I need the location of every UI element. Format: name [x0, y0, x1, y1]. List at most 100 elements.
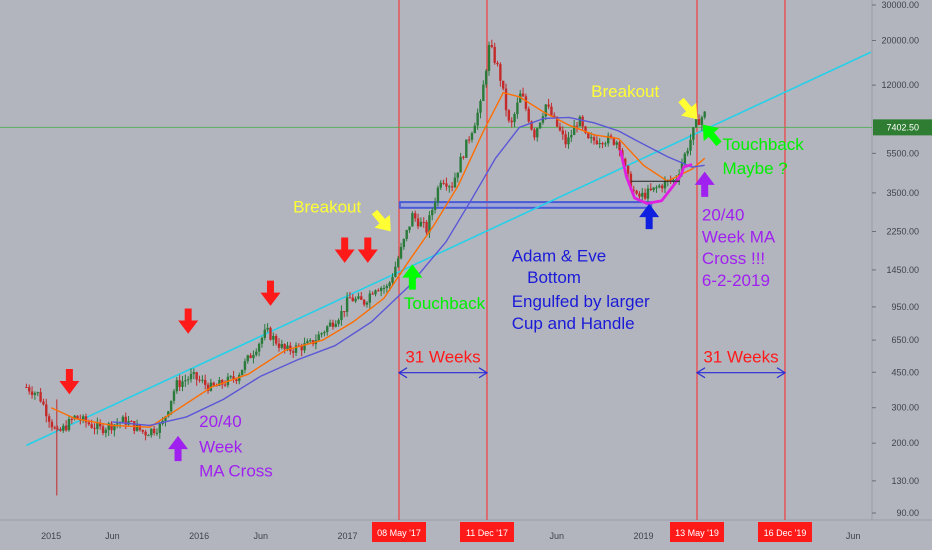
y-axis-ticks: 30000.00 20000.00 12000.00 5500.00 3500.00 22… [872, 0, 919, 518]
candle-body [396, 258, 400, 267]
candle-body [521, 93, 525, 97]
candle-body [564, 134, 567, 145]
candle-body [422, 221, 425, 223]
candle-body [229, 376, 232, 378]
signal-arrow-down-right [678, 97, 698, 120]
span-arrowhead-right [776, 367, 787, 379]
candles [25, 39, 706, 496]
candle-body [263, 329, 266, 339]
annotation-text: 6-2-2019 [702, 271, 770, 290]
candle-body [232, 376, 235, 380]
candle-body [36, 392, 39, 394]
candle-body [283, 344, 286, 350]
candle-body [589, 137, 593, 139]
annotation-text: MA Cross [199, 461, 273, 480]
support-zone [398, 201, 653, 209]
candle-body [266, 327, 269, 330]
candle-body [348, 297, 352, 299]
candle-body [388, 282, 391, 287]
candle-body [553, 115, 556, 117]
candle-body [493, 46, 496, 63]
annotation-text: 20/40 [702, 206, 745, 225]
candle-body [694, 119, 698, 128]
candle-body [360, 296, 363, 300]
candle-body [73, 415, 76, 420]
candle-body [218, 380, 221, 386]
date-marker-badge-bg [459, 522, 514, 542]
candle-body [130, 421, 133, 423]
candle-body [164, 416, 167, 421]
candle-body [700, 117, 704, 125]
candle-body [343, 311, 346, 313]
candle-body [116, 423, 119, 425]
candle-body [323, 332, 326, 334]
y-tick-label: 130.00 [891, 476, 919, 486]
candle-body [572, 125, 576, 136]
x-tick-label: 2015 [41, 531, 61, 541]
signal-arrow-down-right [371, 209, 391, 232]
candle-body [516, 102, 519, 115]
candle-body [419, 221, 423, 227]
annotation-text: Bottom [527, 268, 581, 287]
candle-body [482, 84, 485, 101]
date-marker-badge-bg [670, 522, 724, 542]
candle-body [439, 182, 442, 188]
candle-body [425, 222, 428, 233]
candle-body [135, 424, 139, 431]
annotation-text: Adam & Eve [512, 246, 606, 265]
candle-body [67, 418, 71, 431]
candle-body [33, 393, 37, 395]
date-marker-label: 11 Dec '17 [466, 528, 508, 538]
candle-body [598, 143, 601, 145]
candle-body [436, 187, 440, 203]
candle-body [686, 150, 689, 154]
candle-body [561, 130, 564, 135]
date-marker-badge: 16 Dec '19 [757, 522, 812, 542]
annotation-text: Week [199, 437, 243, 456]
candle-body [345, 297, 349, 312]
candle-body [442, 182, 445, 184]
candle-body [184, 380, 187, 382]
candle-body [624, 158, 627, 166]
ma-20-line [50, 91, 706, 428]
candle-body [609, 135, 613, 138]
candle-body [527, 108, 530, 122]
candle-body [399, 247, 403, 259]
candle-body [152, 428, 156, 433]
candle-body [42, 401, 45, 405]
candle-body [201, 379, 204, 381]
candle-body [186, 379, 190, 381]
candle-body [649, 188, 652, 190]
candle-body [155, 432, 159, 434]
candle-body [683, 153, 687, 164]
signal-arrows [59, 97, 722, 462]
candle-body [391, 276, 394, 283]
y-tick-label: 3500.00 [886, 188, 919, 198]
candle-body [371, 293, 374, 295]
signal-arrow-up-left [702, 124, 722, 147]
signal-arrow-down [260, 280, 281, 306]
annotation-text: Touchback [404, 294, 486, 313]
candle-body [658, 185, 661, 188]
candle-body [87, 422, 91, 425]
date-marker-label: 08 May '17 [377, 528, 421, 538]
candle-body [470, 133, 474, 140]
candle-body [291, 351, 295, 353]
candle-body [638, 193, 641, 197]
candle-body [692, 127, 695, 140]
candle-body [260, 338, 264, 344]
span-annotation: 31 Weeks [397, 348, 489, 379]
annotation-text: 20/40 [199, 412, 242, 431]
candle-body [257, 343, 261, 352]
candle-body [240, 369, 244, 375]
date-marker-label: 16 Dec '19 [764, 528, 807, 538]
candle-body [277, 343, 281, 348]
candle-body [607, 135, 610, 144]
date-marker-badge-bg [757, 522, 812, 542]
candle-body [626, 165, 630, 174]
candle-body [490, 45, 494, 47]
candle-body [206, 384, 210, 391]
candle-body [533, 129, 536, 138]
